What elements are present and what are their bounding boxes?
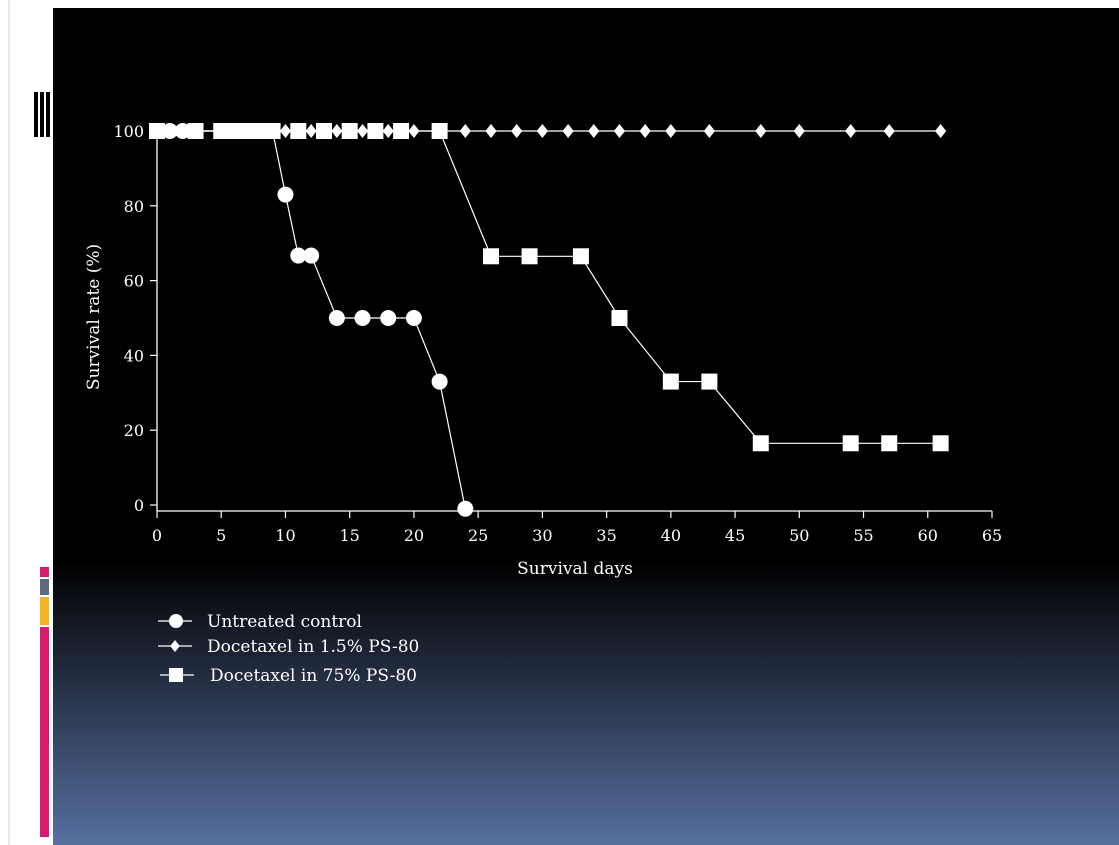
diamond-series-marker [459,124,471,138]
diamond-series-marker [935,124,947,138]
circle-series-marker [405,310,422,326]
diamond-series-marker [485,124,497,138]
circle-series-marker [303,247,320,264]
x-tick-label: 65 [982,526,1002,545]
diamond-series-marker [639,124,651,138]
square-series-marker [431,123,448,139]
y-tick-label: 20 [124,421,144,440]
circle-series-marker [354,310,371,326]
square-series-marker [341,123,358,139]
circle-series-marker [457,500,474,517]
decor-bars-top [34,92,50,137]
decor-bar-gray [40,579,49,595]
square-series-marker [238,123,255,139]
square-series-marker [483,248,499,265]
y-tick-label: 100 [113,122,144,141]
legend-item: Docetaxel in 1.5% PS-80 [158,637,419,657]
square-series-marker [611,310,628,326]
x-axis-label: Survival days [517,559,633,579]
diamond-series-marker [536,124,548,138]
diamond-series-marker [755,124,767,138]
series-layer [149,123,949,517]
legend-item: Untreated control [158,612,362,632]
square-series-marker [367,123,384,139]
diamond-series-marker [793,124,805,138]
y-tick-label: 40 [124,346,144,365]
square-series-marker [932,435,949,452]
legend-marker [170,640,180,652]
x-tick-label: 40 [661,526,681,545]
y-tick-label: 60 [124,272,144,291]
diamond-series-marker [511,124,523,138]
x-tick-label: 30 [532,526,552,545]
decor-bars-side [40,567,49,837]
circle-series-marker [380,310,397,326]
square-series-marker [572,248,589,265]
square-series-marker [226,123,243,139]
x-tick-label: 10 [275,526,295,545]
x-tick-label: 35 [596,526,616,545]
circle-series-marker [431,373,448,390]
x-tick-label: 15 [340,526,360,545]
x-tick-label: 55 [853,526,873,545]
circle-series-marker [290,247,307,264]
square-series-marker [842,435,859,452]
axes: 0 5 10 15 20 25 30 35 40 45 50 55 60 65 0 20 40 60 80 100 [113,122,1002,545]
x-tick-label: 0 [152,526,162,545]
square-series-marker [521,248,538,265]
diamond-series-marker [588,124,600,138]
square-series-marker [316,123,332,139]
x-tick-label: 20 [404,526,424,545]
diamond-series-marker [703,124,715,138]
y-tick-label: 80 [124,197,144,216]
y-axis-label: Survival rate (%) [84,244,104,390]
square-series-marker [701,373,718,390]
background-panel [53,8,1119,845]
x-tick-label: 60 [918,526,938,545]
legend: Untreated control Docetaxel in 1.5% PS-80… [158,612,419,686]
square-series-marker [213,123,230,139]
circle-series-marker [277,186,294,203]
square-series-marker [290,123,307,139]
square-series-marker [187,123,204,139]
decor-bar-magenta-top [40,567,49,577]
square-series-marker [264,123,281,139]
legend-marker [169,614,183,628]
decor-bar-magenta [40,627,49,837]
x-tick-label: 45 [725,526,745,545]
decor-bar-yellow [40,597,49,625]
x-tick-label: 50 [789,526,809,545]
square-series-marker [752,435,769,452]
legend-label: Docetaxel in 75% PS-80 [210,666,417,686]
legend-label: Docetaxel in 1.5% PS-80 [207,637,419,657]
square-series-marker [251,123,268,139]
legend-marker [169,668,183,682]
diamond-series-marker [845,124,857,138]
diamond-series-marker [665,124,677,138]
diamond-series-marker [613,124,626,138]
square-series-marker [393,123,410,139]
square-series [149,123,949,452]
y-tick-label: 0 [134,496,144,515]
diamond-series-marker [883,124,895,138]
circle-series-marker [328,310,345,326]
legend-label: Untreated control [207,612,362,632]
square-series-marker [149,123,165,139]
legend-item: Docetaxel in 75% PS-80 [160,666,417,686]
square-series-marker [662,373,679,390]
square-series-marker [881,435,898,452]
x-tick-label: 5 [216,526,226,545]
diamond-series-marker [562,124,574,138]
x-tick-label: 25 [468,526,488,545]
